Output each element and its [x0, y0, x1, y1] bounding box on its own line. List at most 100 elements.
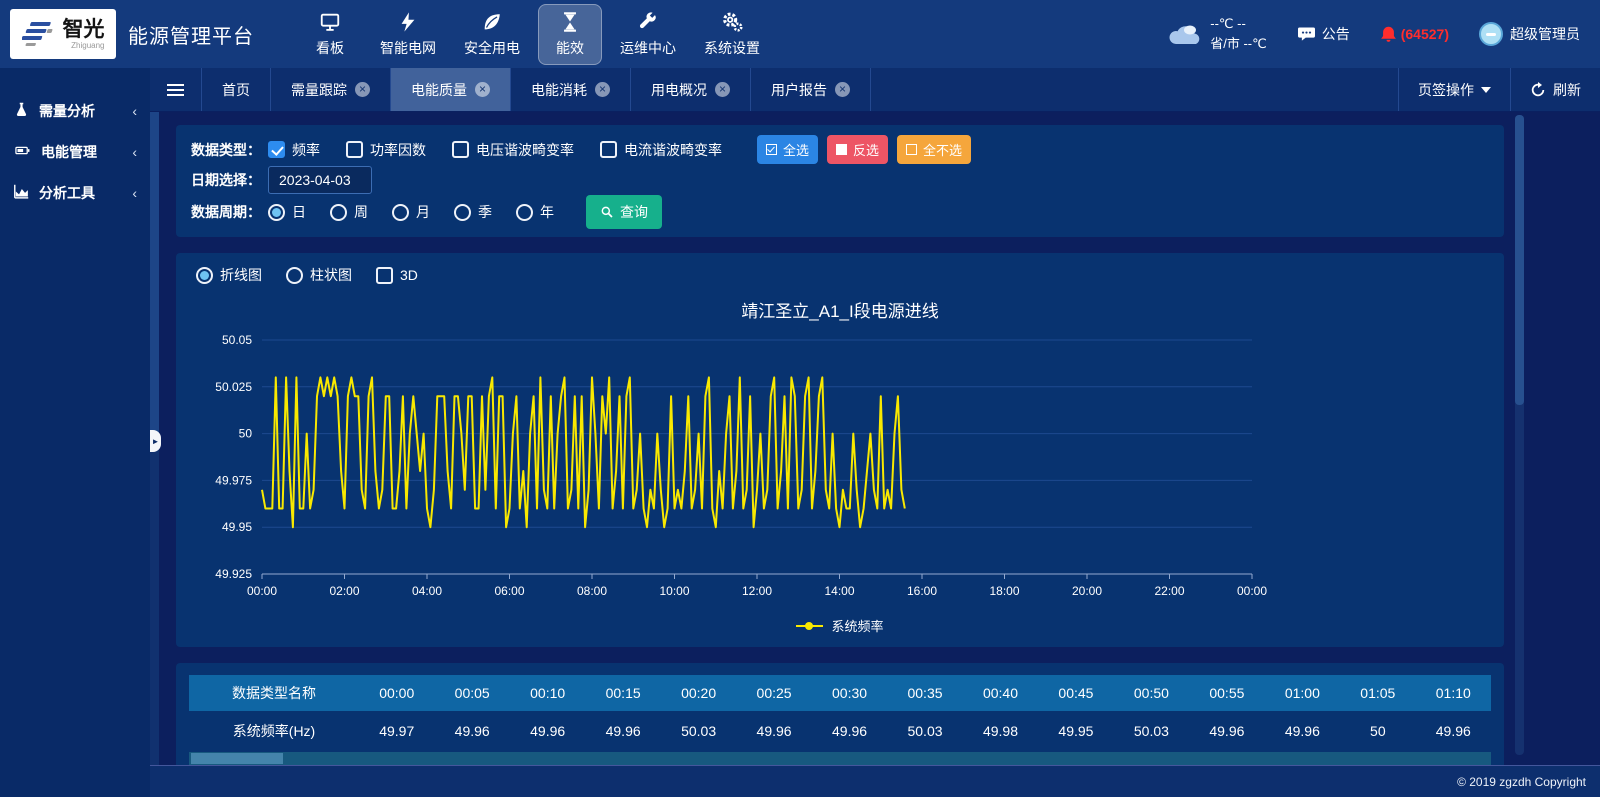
tab-0[interactable]: 首页: [202, 68, 271, 111]
period-radio-label: 季: [478, 204, 492, 220]
svg-text:14:00: 14:00: [824, 584, 854, 598]
checked-square-icon: [766, 144, 777, 155]
data-table: 数据类型名称 00:00 00:05 00:10 00:15 00:20 00:25 00:3…: [189, 675, 1491, 751]
chart-mode-radio-0[interactable]: [196, 266, 213, 284]
select-all-button[interactable]: 全选: [757, 135, 819, 164]
tab-4[interactable]: 用电概况 ×: [631, 68, 751, 111]
tab-close-icon[interactable]: ×: [595, 82, 610, 97]
alarm-button[interactable]: (64527): [1380, 25, 1449, 44]
table-header-cell: 01:00: [1284, 685, 1320, 701]
svg-text:04:00: 04:00: [412, 584, 442, 598]
chart-panel: 折线图 柱状图 3D 靖江圣立_A1_I段电源进线 50.05 50.025 50 49.…: [176, 253, 1504, 647]
vertical-scrollbar[interactable]: [1515, 115, 1524, 755]
sidebar-menu: 需量分析 ‹ 电能管理 ‹ 分析工具 ‹: [0, 68, 150, 797]
tab-close-icon[interactable]: ×: [355, 82, 370, 97]
table-header-cell: 00:30: [832, 685, 868, 701]
table-header-cell: 数据类型名称: [232, 685, 316, 701]
query-label: 查询: [620, 204, 648, 220]
table-cell: 49.96: [1435, 723, 1471, 739]
brand-name: 智光: [62, 17, 105, 41]
table-cell: 49.96: [454, 723, 490, 739]
app-logo[interactable]: 智光 Zhiguang: [10, 9, 116, 59]
right-column: 首页 需量跟踪 × 电能质量 × 电能消耗 × 用电概况 × 用户报告 × 页签操作 刷新 ►: [150, 68, 1600, 797]
table-header-cell: 00:15: [605, 685, 641, 701]
horizontal-scrollbar-thumb[interactable]: [191, 753, 283, 764]
nav-item-dashboard[interactable]: 看板: [298, 4, 362, 65]
weather-widget[interactable]: --℃ -- 省/市 --℃: [1167, 14, 1267, 54]
date-input[interactable]: [268, 165, 372, 194]
tab-close-icon[interactable]: ×: [475, 82, 490, 97]
chevron-left-icon: ‹: [132, 143, 137, 160]
nav-item-safe-power[interactable]: 安全用电: [454, 4, 530, 65]
data-type-checkbox-2[interactable]: [452, 141, 469, 158]
tab-close-icon[interactable]: ×: [835, 82, 850, 97]
tab-2[interactable]: 电能质量 ×: [391, 68, 511, 111]
period-radio-4[interactable]: [516, 203, 533, 221]
data-type-checkbox-3[interactable]: [600, 141, 617, 158]
notice-button[interactable]: 公告: [1297, 24, 1350, 44]
table-cell: 49.97: [379, 723, 415, 739]
chart-legend[interactable]: 系统频率: [186, 614, 1494, 643]
select-none-button[interactable]: 全不选: [897, 135, 972, 164]
nav-item-smart-grid[interactable]: 智能电网: [370, 4, 446, 65]
sidebar-item-energy-management[interactable]: 电能管理 ‹: [0, 131, 150, 172]
table-header-cell: 01:05: [1360, 685, 1396, 701]
invert-select-button[interactable]: 反选: [827, 135, 889, 164]
tab-3[interactable]: 电能消耗 ×: [511, 68, 631, 111]
search-icon: [601, 206, 613, 218]
tab-1[interactable]: 需量跟踪 ×: [271, 68, 391, 111]
chevron-left-icon: ‹: [132, 184, 137, 201]
menu-toggle-button[interactable]: [150, 68, 202, 111]
cloud-icon: [1169, 25, 1200, 44]
select-button-label: 全选: [783, 143, 810, 158]
table-header-cell: 00:50: [1133, 685, 1169, 701]
data-type-checkbox-0[interactable]: [268, 141, 285, 158]
sidebar-collapse-handle[interactable]: ►: [150, 430, 161, 452]
period-radio-label: 周: [354, 204, 368, 220]
chart-mode-label: 柱状图: [310, 267, 352, 283]
content-area: ► 数据类型： 频率 功率因数 电压谐波畸变率 电流谐波畸变率 全选 反选 全不选 日期选…: [150, 112, 1600, 765]
period-radio-0[interactable]: [268, 203, 285, 221]
svg-text:49.975: 49.975: [215, 473, 252, 487]
table-header-cell: 00:05: [454, 685, 490, 701]
select-buttons-group: 全选 反选 全不选: [748, 135, 972, 164]
nav-item-energy-efficiency[interactable]: 能效: [538, 3, 602, 65]
period-radio-1[interactable]: [330, 203, 347, 221]
table-header-cell: 00:35: [907, 685, 943, 701]
svg-text:00:00: 00:00: [1237, 584, 1267, 598]
query-button[interactable]: 查询: [586, 195, 662, 229]
vertical-scrollbar-thumb[interactable]: [1515, 115, 1524, 405]
table-cell: 49.96: [530, 723, 566, 739]
refresh-button[interactable]: 刷新: [1510, 68, 1600, 111]
alarm-count: (64527): [1400, 26, 1449, 42]
nav-item-system-settings[interactable]: 系统设置: [694, 4, 770, 65]
bell-icon: [1380, 26, 1396, 42]
platform-title: 能源管理平台: [128, 25, 254, 48]
brand-subtitle: Zhiguang: [71, 40, 105, 50]
nav-item-ops-center[interactable]: 运维中心: [610, 4, 686, 65]
data-type-label: 数据类型：: [191, 141, 261, 158]
nav-item-label: 系统设置: [704, 39, 760, 56]
username: 超级管理员: [1510, 26, 1580, 42]
table-cell: 49.96: [1284, 723, 1320, 739]
horizontal-scrollbar[interactable]: [189, 752, 1491, 765]
table-cell: 49.95: [1058, 723, 1094, 739]
data-type-checkbox-1[interactable]: [346, 141, 363, 158]
user-menu[interactable]: 超级管理员: [1479, 22, 1580, 46]
date-label: 日期选择：: [191, 171, 261, 188]
chart-3d-checkbox[interactable]: [376, 266, 393, 284]
chart-mode-radio-1[interactable]: [286, 266, 303, 284]
sidebar-item-analysis-tools[interactable]: 分析工具 ‹: [0, 172, 150, 213]
tab-5[interactable]: 用户报告 ×: [751, 68, 871, 111]
table-cell: 系统频率(Hz): [232, 723, 316, 739]
svg-text:50.025: 50.025: [215, 380, 252, 394]
notice-label: 公告: [1321, 26, 1350, 42]
period-radio-2[interactable]: [392, 203, 409, 221]
tab-operations-button[interactable]: 页签操作: [1398, 68, 1510, 111]
data-type-checkbox-label: 电流谐波畸变率: [624, 141, 722, 158]
tab-close-icon[interactable]: ×: [715, 82, 730, 97]
svg-text:50: 50: [239, 427, 253, 441]
period-radio-3[interactable]: [454, 203, 471, 221]
sidebar-item-demand-analysis[interactable]: 需量分析 ‹: [0, 90, 150, 131]
logo-mark-icon: [21, 22, 52, 46]
